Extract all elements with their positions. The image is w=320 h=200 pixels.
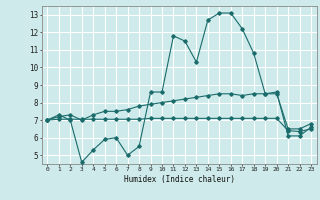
X-axis label: Humidex (Indice chaleur): Humidex (Indice chaleur) <box>124 175 235 184</box>
